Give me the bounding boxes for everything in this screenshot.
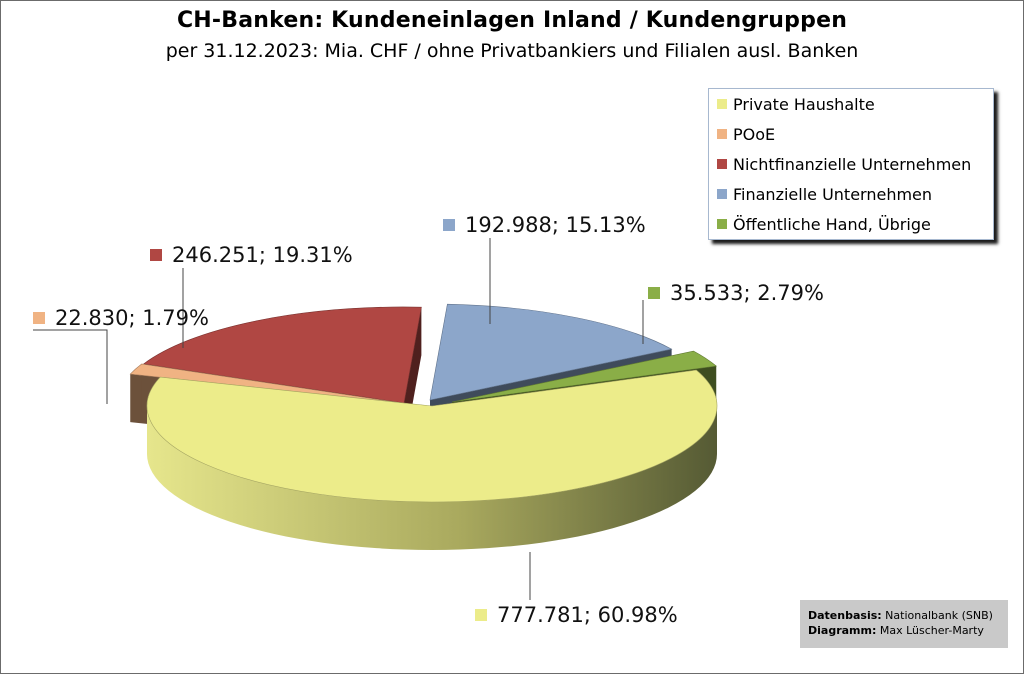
data-label-text: 22.830; 1.79%: [55, 306, 209, 330]
legend-swatch-nichtfinanzielle: [717, 159, 727, 169]
legend: Private Haushalte POoE Nichtfinanzielle …: [708, 88, 994, 240]
legend-label: Öffentliche Hand, Übrige: [733, 214, 931, 234]
legend-item: Öffentliche Hand, Übrige: [717, 212, 931, 236]
label-swatch: [33, 312, 45, 324]
legend-swatch-finanzielle: [717, 189, 727, 199]
source-key: Datenbasis:: [808, 609, 882, 622]
leader-lines: [33, 238, 644, 600]
legend-item: Private Haushalte: [717, 92, 875, 116]
pie-slice-private-haushalte: [146, 369, 718, 550]
legend-label: Private Haushalte: [733, 94, 875, 114]
legend-label: Nichtfinanzielle Unternehmen: [733, 154, 972, 174]
legend-item: Finanzielle Unternehmen: [717, 182, 932, 206]
legend-item: POoE: [717, 122, 775, 146]
label-swatch: [150, 249, 162, 261]
leader-line-pooe: [33, 329, 108, 404]
data-label-text: 192.988; 15.13%: [465, 213, 646, 237]
data-label-private-haushalte: 777.781; 60.98%: [475, 603, 678, 627]
legend-swatch-pooe: [717, 129, 727, 139]
data-label-oeffentliche-hand: 35.533; 2.79%: [648, 281, 824, 305]
diagram-value: Max Lüscher-Marty: [879, 624, 984, 637]
slice-side: [147, 406, 717, 550]
data-label-text: 777.781; 60.98%: [497, 603, 678, 627]
source-note: Datenbasis: Nationalbank (SNB) Diagramm:…: [800, 600, 1008, 648]
legend-label: POoE: [733, 124, 776, 144]
chart-subtitle: per 31.12.2023: Mia. CHF / ohne Privatba…: [165, 40, 859, 62]
data-label-text: 35.533; 2.79%: [670, 281, 824, 305]
label-swatch: [475, 609, 487, 621]
data-label-pooe: 22.830; 1.79%: [33, 306, 209, 330]
legend-label: Finanzielle Unternehmen: [733, 184, 933, 204]
slice-top: [451, 350, 717, 403]
label-swatch: [648, 287, 660, 299]
legend-swatch-private-haushalte: [717, 99, 727, 109]
legend-item: Nichtfinanzielle Unternehmen: [717, 152, 971, 176]
chart-title: CH-Banken: Kundeneinlagen Inland / Kunde…: [176, 8, 848, 33]
source-value: Nationalbank (SNB): [885, 609, 993, 622]
slice-top: [129, 363, 403, 404]
label-swatch: [443, 219, 455, 231]
data-label-nichtfinanzielle: 246.251; 19.31%: [150, 243, 353, 267]
slice-top: [429, 303, 673, 401]
slice-top: [142, 306, 422, 404]
slice-top: [146, 369, 718, 503]
legend-swatch-oeffentliche-hand: [717, 219, 727, 229]
diagram-key: Diagramm:: [808, 624, 877, 637]
data-label-finanzielle: 192.988; 15.13%: [443, 213, 646, 237]
data-label-text: 246.251; 19.31%: [172, 243, 353, 267]
